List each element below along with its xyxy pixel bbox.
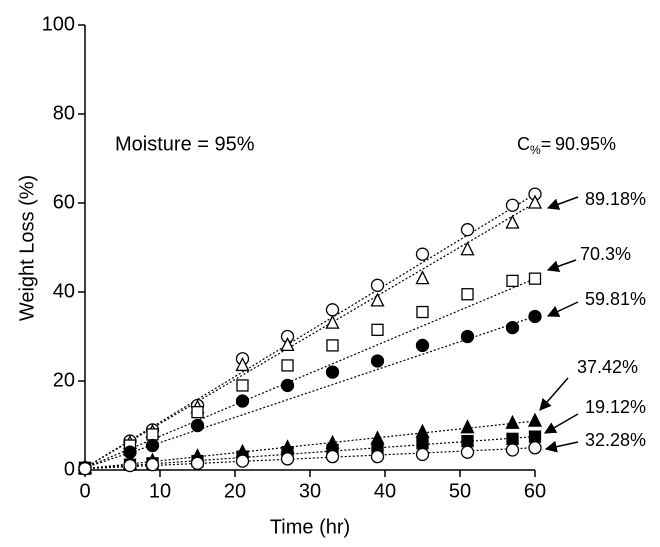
marker — [123, 458, 137, 473]
x-tick-label: 30 — [299, 480, 321, 502]
marker — [370, 278, 385, 292]
marker — [506, 432, 519, 446]
annotation: Moisture = 95% — [115, 133, 255, 155]
y-tick-label: 100 — [42, 13, 75, 35]
arrow — [544, 440, 579, 453]
arrow — [546, 301, 579, 317]
marker — [415, 447, 430, 462]
marker — [370, 449, 385, 464]
arrow — [539, 377, 569, 411]
marker — [415, 247, 430, 261]
marker — [281, 359, 294, 372]
marker — [527, 194, 543, 209]
arrow — [546, 196, 579, 210]
x-tick-label: 40 — [374, 480, 396, 502]
y-tick-label: 60 — [53, 191, 75, 213]
x-tick-label: 0 — [79, 480, 90, 502]
marker — [416, 305, 429, 319]
marker — [461, 288, 474, 301]
marker — [78, 462, 92, 476]
arrow — [546, 259, 577, 273]
marker — [236, 379, 249, 392]
series-label: 32.28% — [585, 430, 646, 450]
x-tick-label: 20 — [224, 480, 246, 502]
marker — [416, 437, 429, 450]
x-tick-label: 10 — [149, 480, 171, 502]
marker — [460, 223, 475, 237]
marker — [191, 405, 204, 419]
marker — [528, 309, 542, 324]
trend-line — [84, 315, 536, 469]
marker — [145, 458, 160, 472]
marker — [145, 438, 160, 453]
series-label: 70.3% — [580, 244, 631, 264]
trend-line — [84, 420, 536, 470]
series-label: 59.81% — [585, 289, 646, 309]
marker — [415, 270, 430, 285]
marker — [528, 441, 542, 455]
marker — [415, 338, 430, 353]
marker — [325, 449, 340, 464]
marker — [326, 339, 339, 352]
marker — [325, 303, 340, 317]
y-axis-label: Weight Loss (%) — [16, 175, 38, 321]
marker — [190, 418, 205, 433]
marker — [235, 394, 250, 408]
marker — [505, 320, 520, 335]
x-axis-label: Time (hr) — [270, 516, 350, 538]
marker — [505, 198, 520, 212]
trend-line — [84, 202, 536, 469]
marker — [235, 454, 250, 468]
series-label: 90.95% — [555, 134, 616, 154]
series-label: 37.42% — [577, 357, 638, 377]
marker — [460, 445, 475, 459]
marker — [370, 354, 385, 368]
x-tick-label: 60 — [524, 480, 546, 502]
y-tick-label: 0 — [64, 458, 75, 480]
trend-line — [84, 447, 536, 470]
marker — [280, 452, 295, 466]
marker — [415, 423, 430, 438]
arrow — [543, 413, 579, 434]
marker — [528, 430, 542, 443]
marker — [528, 272, 542, 285]
marker — [280, 378, 295, 393]
marker — [505, 443, 520, 457]
marker — [505, 214, 520, 229]
y-tick-label: 40 — [53, 280, 75, 302]
x-tick-label: 50 — [449, 480, 471, 502]
series-label: 89.18% — [585, 189, 646, 209]
series-label: 19.12% — [585, 397, 646, 417]
marker — [146, 428, 159, 441]
marker — [325, 314, 340, 329]
series-label-symbol: C — [517, 134, 530, 154]
marker — [461, 434, 474, 448]
marker — [280, 336, 295, 352]
y-tick-label: 20 — [53, 369, 75, 391]
marker — [527, 412, 543, 427]
marker — [190, 456, 205, 470]
marker — [371, 323, 384, 336]
trend-line — [84, 278, 536, 469]
marker — [505, 414, 520, 429]
series-label-sign: = — [541, 134, 552, 154]
y-tick-label: 80 — [53, 102, 75, 124]
marker — [235, 356, 250, 372]
marker — [370, 292, 385, 307]
trend-line — [84, 436, 536, 470]
marker — [506, 274, 519, 288]
marker — [460, 419, 475, 434]
marker — [460, 329, 475, 344]
marker — [460, 241, 475, 256]
marker — [325, 365, 340, 379]
series-label-subscript: % — [530, 143, 541, 157]
